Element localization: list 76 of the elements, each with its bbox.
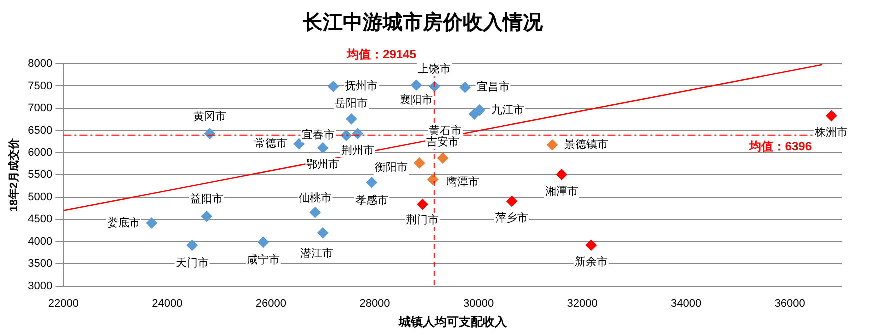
x-tick-label: 22000 xyxy=(48,298,79,310)
point xyxy=(414,158,426,169)
x-tick-label: 36000 xyxy=(774,298,806,310)
annotation: 株洲市 xyxy=(814,126,848,140)
annotation: 潜江市 xyxy=(300,247,334,260)
y-tick-label: 3500 xyxy=(28,258,53,270)
ref-line-label: 均值：6396 xyxy=(748,140,812,154)
annotation: 九江市 xyxy=(491,103,524,116)
point xyxy=(586,240,597,251)
annotation: 黄石市 xyxy=(429,124,462,138)
point xyxy=(346,114,358,125)
point xyxy=(201,211,212,222)
annotation: 景德镇市 xyxy=(564,138,608,151)
x-tick-label: 32000 xyxy=(567,298,598,310)
annotation: 咸宁市 xyxy=(246,253,280,266)
y-tick-label: 7500 xyxy=(28,80,53,92)
x-tick-label: 24000 xyxy=(152,298,183,310)
point xyxy=(328,81,339,92)
y-tick-label: 3000 xyxy=(28,280,53,292)
annotation: 常德市 xyxy=(254,137,288,150)
point xyxy=(437,152,448,164)
y-tick-label: 4500 xyxy=(28,214,53,226)
annotation: 新余市 xyxy=(574,256,608,269)
annotation: 湘潭市 xyxy=(545,184,578,198)
point xyxy=(417,199,428,210)
y-tick-label: 4000 xyxy=(28,236,53,248)
y-tick-label: 5500 xyxy=(28,169,53,182)
point xyxy=(258,236,269,248)
annotation: 鹰潭市 xyxy=(446,176,480,189)
x-tick-label: 28000 xyxy=(360,298,390,310)
annotation: 宜昌市 xyxy=(476,80,510,94)
y-tick-label: 7000 xyxy=(28,102,53,115)
annotation: 萍乡市 xyxy=(495,211,528,224)
x-tick-label: 34000 xyxy=(671,298,702,310)
y-tick-label: 6000 xyxy=(28,146,53,159)
point xyxy=(310,207,321,218)
point xyxy=(366,177,378,188)
x-axis-title: 城镇人均可支配收入 xyxy=(398,315,508,330)
annotation: 益阳市 xyxy=(190,192,224,206)
annotation: 上饶市 xyxy=(418,62,452,76)
annotation: 黄冈市 xyxy=(193,110,226,123)
point xyxy=(460,82,471,94)
point xyxy=(826,110,838,122)
point xyxy=(506,196,518,207)
annotation: 吉安市 xyxy=(426,135,460,148)
x-tick-label: 30000 xyxy=(463,298,494,310)
point xyxy=(318,142,329,154)
point xyxy=(294,138,305,150)
chart-title: 长江中游城市房价收入情况 xyxy=(302,11,544,34)
point xyxy=(428,174,439,186)
point xyxy=(146,218,158,229)
annotation: 抚州市 xyxy=(344,80,378,93)
point xyxy=(186,240,198,251)
point xyxy=(318,228,329,239)
y-tick-label: 8000 xyxy=(28,58,53,70)
point xyxy=(556,169,568,180)
annotation: 岳阳市 xyxy=(335,97,368,110)
point xyxy=(469,108,480,120)
y-tick-label: 6500 xyxy=(28,124,53,137)
point xyxy=(340,130,352,142)
annotation: 天门市 xyxy=(176,256,209,270)
annotation: 鄂州市 xyxy=(306,158,340,172)
y-tick-label: 5000 xyxy=(28,191,53,204)
annotation: 荆门市 xyxy=(406,214,440,227)
point xyxy=(546,139,558,150)
point xyxy=(411,80,422,91)
annotation: 孝感市 xyxy=(355,194,388,207)
x-tick-label: 26000 xyxy=(256,298,287,310)
ref-line-label: 均值：29145 xyxy=(346,47,417,62)
annotation: 襄阳市 xyxy=(400,93,434,106)
y-axis-title: 18年2月成交价 xyxy=(8,138,21,212)
annotation: 荆州市 xyxy=(341,144,374,157)
annotation: 衡阳市 xyxy=(375,161,408,174)
annotation: 娄底市 xyxy=(107,216,140,230)
annotation: 仙桃市 xyxy=(298,192,332,205)
annotation: 宜春市 xyxy=(302,128,335,142)
